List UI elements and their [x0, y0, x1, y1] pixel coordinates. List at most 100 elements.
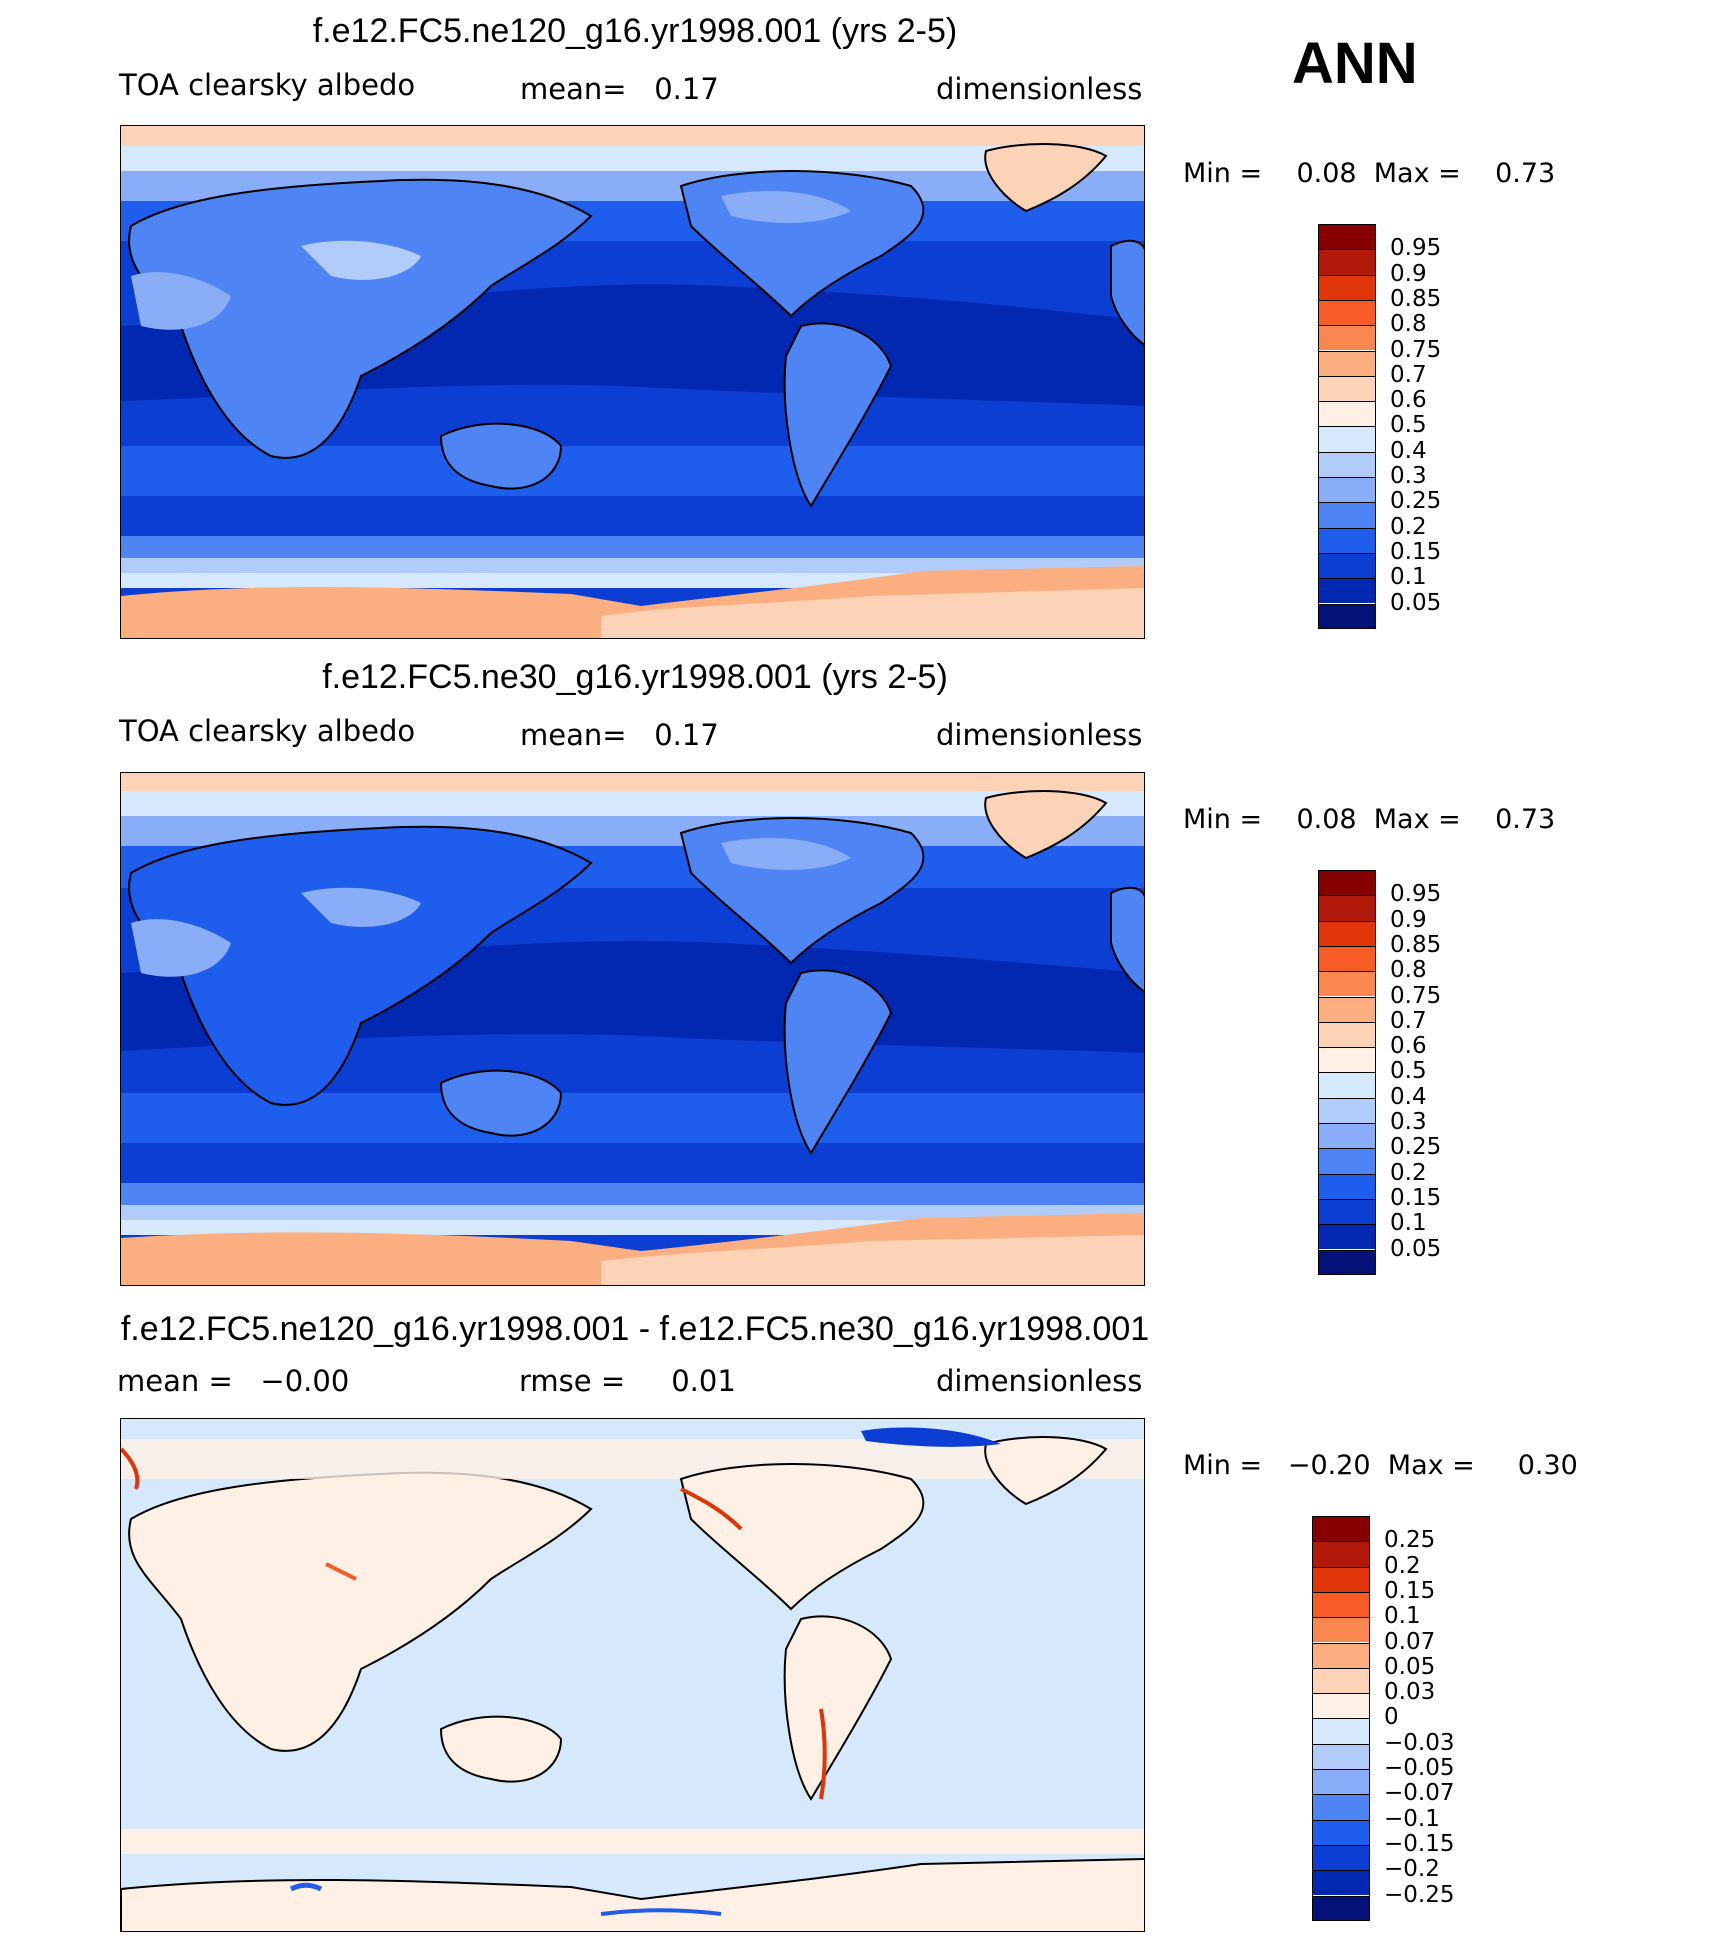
colorbar-swatch	[1312, 1591, 1370, 1618]
colorbar-tick-label: 0.03	[1384, 1679, 1436, 1706]
colorbar-swatch	[1318, 1173, 1376, 1199]
colorbar: 0.95 0.9 0.85 0.8 0.75 0.7 0.6 0.5 0.4 0.3 0.25 0.2…	[1318, 224, 1476, 629]
colorbar-swatch	[1318, 1148, 1376, 1174]
colorbar-tick-label: 0.05	[1390, 589, 1442, 616]
panel-minmax: Min = 0.08 Max = 0.73	[1183, 804, 1556, 835]
colorbar-swatch	[1312, 1895, 1370, 1921]
colorbar-swatch	[1312, 1617, 1370, 1643]
colorbar-tick-label: 0.95	[1390, 235, 1442, 262]
colorbar-frame	[1312, 1516, 1370, 1921]
colorbar-swatch	[1318, 971, 1376, 997]
colorbar-swatch	[1312, 1769, 1370, 1795]
colorbar-tick-label: −0.25	[1384, 1881, 1455, 1908]
season-label: ANN	[1292, 31, 1418, 96]
colorbar-swatch	[1318, 350, 1376, 376]
panel-minmax: Min = 0.08 Max = 0.73	[1183, 158, 1556, 189]
colorbar-swatch	[1312, 1642, 1370, 1668]
colorbar-swatch	[1318, 274, 1376, 300]
colorbar-swatch	[1312, 1819, 1370, 1845]
panel-mean-label: mean = −0.00	[117, 1364, 350, 1398]
colorbar-swatch	[1312, 1693, 1370, 1719]
colorbar-swatch	[1318, 1047, 1376, 1073]
panel-variable-label: TOA clearsky albedo	[119, 714, 416, 748]
colorbar-tick-label: 0.25	[1384, 1527, 1436, 1554]
colorbar-tick-label: 0.95	[1390, 881, 1442, 908]
panel-mean-label: mean= 0.17	[520, 718, 719, 752]
colorbar-swatch	[1318, 502, 1376, 528]
colorbar-tick-label: 0.9	[1390, 906, 1427, 933]
colorbar-swatch	[1318, 426, 1376, 452]
colorbar-swatch	[1312, 1794, 1370, 1820]
colorbar-swatch	[1318, 451, 1376, 477]
colorbar-tick-label: −0.05	[1384, 1755, 1455, 1781]
colorbar-swatch	[1318, 1097, 1376, 1123]
colorbar-frame	[1318, 224, 1376, 629]
panel-variable-label: TOA clearsky albedo	[119, 68, 416, 102]
colorbar-tick-label: 0	[1384, 1704, 1399, 1731]
colorbar: 0.95 0.9 0.85 0.8 0.75 0.7 0.6 0.5 0.4 0.3 0.25 0.2…	[1318, 870, 1476, 1275]
colorbar-tick-label: 0.4	[1390, 1083, 1427, 1110]
colorbar-swatch	[1318, 375, 1376, 402]
colorbar-tick-label: 0.07	[1384, 1628, 1436, 1655]
colorbar-tick-label: 0.9	[1390, 260, 1427, 287]
colorbar-tick-label: −0.1	[1384, 1805, 1440, 1832]
colorbar-swatch	[1318, 1072, 1376, 1098]
colorbar-swatch	[1312, 1566, 1370, 1592]
colorbar-tick-label: 0.1	[1390, 1210, 1427, 1237]
colorbar-tick-label: 0.3	[1390, 1109, 1427, 1135]
colorbar-tick-label: 0.15	[1390, 1184, 1442, 1211]
colorbar-tick-label: 0.05	[1384, 1653, 1436, 1680]
panel-units-label: dimensionless	[936, 1364, 1143, 1398]
colorbar-tick-label: −0.2	[1384, 1856, 1440, 1883]
panel-rmse-label: rmse = 0.01	[519, 1364, 736, 1398]
panel-units-label: dimensionless	[936, 718, 1143, 752]
colorbar-tick-label: 0.2	[1390, 513, 1427, 540]
colorbar-tick-label: 0.1	[1384, 1603, 1421, 1630]
colorbar-swatch	[1318, 1021, 1376, 1048]
map-panel-ne120	[120, 125, 1145, 639]
colorbar-swatch	[1318, 527, 1376, 553]
colorbar-swatch	[1318, 477, 1376, 503]
colorbar-tick-label: 0.5	[1390, 1058, 1427, 1085]
colorbar-swatch	[1312, 1844, 1370, 1871]
panel-title: f.e12.FC5.ne120_g16.yr1998.001 (yrs 2-5)	[312, 12, 958, 50]
colorbar-tick-label: 0.25	[1390, 488, 1442, 515]
colorbar-tick-label: 0.2	[1384, 1552, 1421, 1579]
colorbar-tick-label: 0.85	[1390, 931, 1442, 958]
colorbar-tick-label: 0.8	[1390, 311, 1427, 338]
colorbar-swatch	[1318, 578, 1376, 604]
colorbar-tick-label: 0.4	[1390, 437, 1427, 464]
colorbar-swatch	[1318, 249, 1376, 275]
colorbar-tick-label: 0.6	[1390, 387, 1427, 414]
colorbar-frame	[1318, 870, 1376, 1275]
colorbar-swatch	[1312, 1541, 1370, 1567]
colorbar-swatch	[1318, 603, 1376, 629]
colorbar-tick-label: 0.7	[1390, 1007, 1427, 1034]
colorbar-tick-label: 0.2	[1390, 1159, 1427, 1186]
panel-units-label: dimensionless	[936, 72, 1143, 106]
colorbar-swatch	[1318, 299, 1376, 326]
colorbar-tick-label: 0.6	[1390, 1033, 1427, 1060]
panel-title: f.e12.FC5.ne30_g16.yr1998.001 (yrs 2-5)	[322, 658, 948, 696]
colorbar-swatch	[1318, 920, 1376, 946]
colorbar-tick-label: 0.5	[1390, 412, 1427, 439]
colorbar: 0.25 0.2 0.15 0.1 0.07 0.05 0.03 0 −0.03 −0.05 −0.…	[1312, 1516, 1470, 1921]
colorbar-swatch	[1312, 1870, 1370, 1896]
colorbar-swatch	[1318, 552, 1376, 579]
colorbar-tick-label: 0.1	[1390, 564, 1427, 591]
panel-title: f.e12.FC5.ne120_g16.yr1998.001 - f.e12.F…	[120, 1310, 1150, 1348]
colorbar-swatch	[1318, 1198, 1376, 1225]
colorbar-tick-label: 0.75	[1390, 336, 1442, 363]
colorbar-tick-label: 0.05	[1390, 1235, 1442, 1262]
colorbar-tick-label: 0.8	[1390, 957, 1427, 984]
colorbar-tick-label: 0.3	[1390, 463, 1427, 489]
colorbar-swatch	[1318, 1224, 1376, 1250]
colorbar-tick-label: −0.15	[1384, 1830, 1455, 1857]
colorbar-swatch	[1318, 895, 1376, 921]
colorbar-tick-label: 0.7	[1390, 361, 1427, 388]
colorbar-swatch	[1318, 945, 1376, 972]
colorbar-swatch	[1318, 325, 1376, 351]
colorbar-swatch	[1312, 1718, 1370, 1744]
panel-mean-label: mean= 0.17	[520, 72, 719, 106]
panel-minmax: Min = −0.20 Max = 0.30	[1183, 1450, 1578, 1481]
